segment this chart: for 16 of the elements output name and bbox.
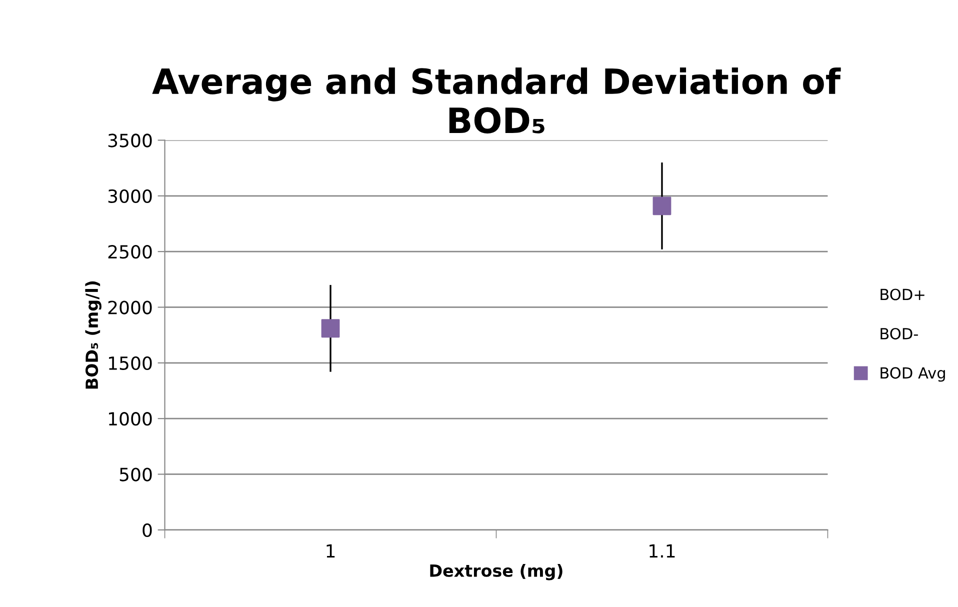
x-tick-label: 1 [326,544,335,558]
y-tick-label: 1000 [109,412,152,426]
x-tick-label: 1.1 [650,544,675,558]
y-tick-label: 2000 [108,300,152,314]
y-tick-label: 2500 [108,245,152,259]
legend-label: BOD Avg [880,367,945,382]
y-tick-label: 1500 [109,356,152,370]
y-tick-label: 0 [142,523,152,538]
chart-title: Average and Standard Deviation of BOD₅ [152,67,841,134]
y-tick-label: 3000 [108,189,152,204]
text: BOD- [880,328,918,340]
y-tick-label: 3500 [108,134,152,148]
text: BOD+ [880,288,924,300]
y-tick-label: 500 [120,468,152,482]
x-axis-title: Dextrose (mg) [430,564,562,580]
y-axis-title: BOD₅ (mg/l) [85,281,102,389]
